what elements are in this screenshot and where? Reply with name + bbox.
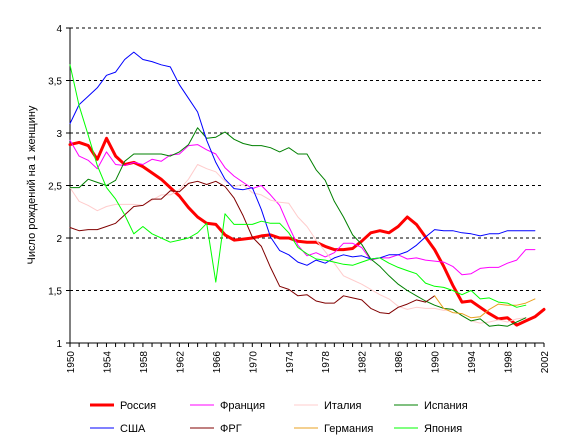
x-tick-label: 1966: [212, 351, 223, 374]
x-tick-label: 1982: [358, 351, 369, 374]
series-line-5: [69, 180, 436, 315]
x-tick-label: 1990: [431, 351, 442, 374]
x-tick-label: 1978: [321, 351, 332, 374]
legend-label: Россия: [120, 400, 156, 412]
series-lines: [68, 51, 546, 327]
x-tick-label: 1986: [394, 351, 405, 374]
series-line-3: [69, 127, 527, 327]
legend-item: Германия: [294, 423, 373, 435]
y-tick-label: 4: [56, 24, 62, 35]
legend-label: США: [120, 423, 146, 435]
grid-lines: [70, 27, 544, 291]
x-tick-label: 1998: [504, 351, 515, 374]
x-tick-label: 1950: [66, 351, 77, 374]
x-tick-label: 1970: [248, 351, 259, 374]
y-tick-label: 2,5: [48, 182, 62, 193]
legend-label: Испания: [424, 400, 468, 412]
legend-item: Франция: [190, 400, 265, 412]
y-tick-label: 3: [56, 129, 62, 140]
legend: Россия Франция Италия Испания США ФРГ Германия…: [90, 400, 468, 435]
x-tick-label: 1958: [139, 351, 150, 374]
series-line-2: [69, 164, 527, 324]
x-tick-label: 1962: [175, 351, 186, 374]
x-tick-labels: 1950 1954 1958 1962 1966 1970 1974 1978 1982 1986…: [66, 343, 551, 373]
legend-item: Россия: [90, 400, 156, 412]
legend-label: Франция: [220, 400, 265, 412]
legend-label: Япония: [424, 423, 462, 435]
legend-label: Германия: [324, 423, 373, 435]
legend-label: ФРГ: [220, 423, 242, 435]
y-tick-labels: 1 1,5 2 2,5 3 3,5 4: [48, 24, 70, 350]
legend-item: ФРГ: [190, 423, 242, 435]
y-tick-label: 3,5: [48, 77, 62, 88]
y-tick-label: 2: [56, 234, 62, 245]
legend-item: Испания: [394, 400, 468, 412]
legend-item: США: [90, 423, 146, 435]
legend-label: Италия: [324, 400, 362, 412]
y-axis-label: Число рождений на 1 женщину: [26, 105, 38, 264]
x-tick-label: 1954: [102, 351, 113, 374]
series-line-4: [69, 51, 536, 266]
series-line-0: [68, 136, 546, 327]
x-tick-label: 1994: [467, 351, 478, 374]
series-line-7: [69, 64, 527, 308]
y-tick-label: 1: [56, 339, 62, 350]
x-tick-label: 1974: [285, 351, 296, 374]
series-line-6: [434, 295, 536, 319]
legend-item: Италия: [294, 400, 362, 412]
x-tick-label: 2002: [540, 351, 551, 374]
y-tick-label: 1,5: [48, 287, 62, 298]
series-line-1: [69, 139, 536, 276]
legend-item: Япония: [394, 423, 462, 435]
